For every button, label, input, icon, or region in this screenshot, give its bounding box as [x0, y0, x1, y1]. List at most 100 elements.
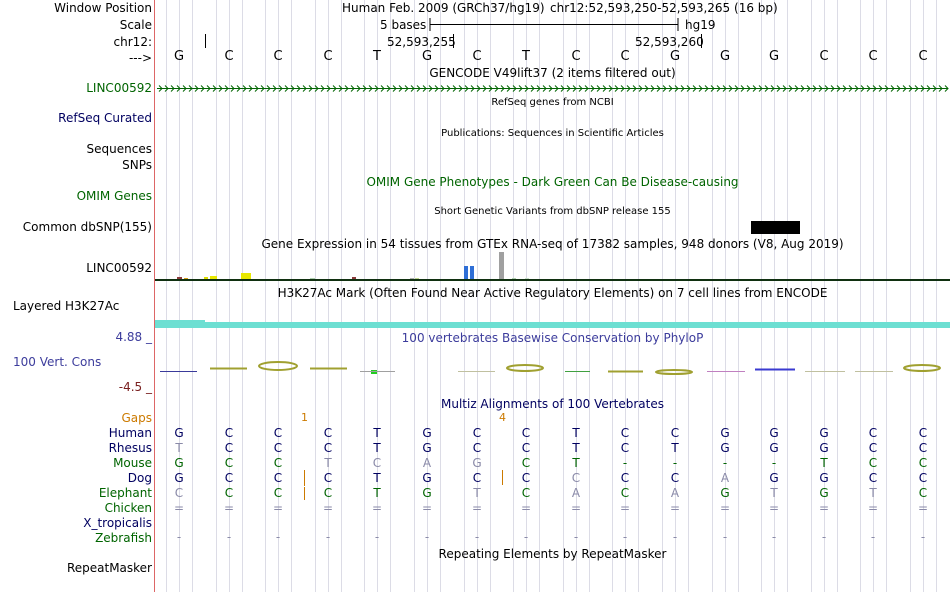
base-gridline	[824, 0, 825, 592]
base-gridline	[477, 0, 478, 592]
alignment-base-human: C	[918, 426, 928, 440]
strand-chevron	[488, 85, 493, 92]
alignment-base-mouse: C	[868, 456, 878, 470]
strand-chevron	[344, 85, 349, 92]
species-rhesus-label: Rhesus	[108, 441, 152, 455]
reference-base: G	[768, 49, 780, 64]
reference-base: C	[273, 49, 283, 64]
strand-chevron	[536, 85, 541, 92]
base-gridline	[377, 0, 378, 592]
strand-chevron	[782, 85, 787, 92]
base-gridline	[539, 0, 540, 592]
tracks-area[interactable]: Human Feb. 2009 (GRCh37/hg19) chr12:52,5…	[155, 0, 950, 592]
omim-track-label[interactable]: OMIM Genes	[76, 189, 152, 203]
alignment-base-mouse: T	[820, 456, 828, 470]
scale-label: Scale	[119, 18, 152, 32]
strand-chevron	[248, 85, 253, 92]
alignment-base-zebrafish: -	[821, 530, 827, 544]
alignment-base-rhesus: G	[769, 441, 779, 455]
reference-base: G	[669, 49, 681, 64]
gencode-gene-link[interactable]: LINC00592	[86, 81, 152, 95]
scale-db: hg19	[685, 18, 716, 32]
strand-chevron	[380, 85, 385, 92]
reference-base: G	[719, 49, 731, 64]
alignment-base-dog: T	[373, 471, 381, 485]
alignment-base-rhesus: C	[224, 441, 234, 455]
dbsnp-track-label[interactable]: Common dbSNP(155)	[22, 220, 152, 234]
alignment-base-zebrafish: -	[374, 530, 380, 544]
alignment-base-human: C	[620, 426, 630, 440]
species-human-label: Human	[108, 426, 152, 440]
strand-chevron	[398, 85, 403, 92]
strand-chevron	[572, 85, 577, 92]
base-gridline	[774, 0, 775, 592]
strand-chevron	[290, 85, 295, 92]
strand-chevron	[632, 85, 637, 92]
alignment-base-mouse: -	[722, 456, 728, 470]
species-chicken-label: Chicken	[104, 501, 152, 515]
cons-min-label: -4.5 _	[118, 380, 152, 394]
gencode-gene-feature[interactable]	[155, 0, 950, 100]
base-gridline	[216, 0, 217, 592]
strand-chevron	[788, 85, 793, 92]
strand-chevron	[752, 85, 757, 92]
alignment-base-dog: A	[720, 471, 730, 485]
alignment-base-chicken: =	[669, 501, 681, 515]
alignment-base-rhesus: C	[918, 441, 928, 455]
strand-chevron	[212, 85, 217, 92]
strand-chevron	[218, 85, 223, 92]
strand-chevron	[320, 85, 325, 92]
strand-chevron	[716, 85, 721, 92]
alignment-base-human: C	[273, 426, 283, 440]
strand-chevron	[650, 85, 655, 92]
alignment-base-mouse: G	[174, 456, 184, 470]
alignment-base-mouse: G	[472, 456, 482, 470]
strand-chevron	[896, 85, 901, 92]
alignment-base-rhesus: C	[323, 441, 333, 455]
alignment-base-rhesus: T	[175, 441, 183, 455]
strand-chevron	[164, 85, 169, 92]
h3k27ac-track-label[interactable]: Layered H3K27Ac	[13, 299, 120, 313]
strand-chevron	[638, 85, 643, 92]
alignment-base-rhesus: G	[422, 441, 432, 455]
strand-chevron	[338, 85, 343, 92]
alignment-base-human: T	[572, 426, 580, 440]
gtex-bars[interactable]	[155, 0, 950, 300]
alignment-base-human: G	[174, 426, 184, 440]
base-gridline	[936, 0, 937, 592]
refseq-track-label[interactable]: RefSeq Curated	[58, 111, 152, 125]
phylop-signal[interactable]	[155, 0, 950, 400]
gtex-gene-label[interactable]: LINC00592	[86, 261, 152, 275]
cons-track-label[interactable]: 100 Vert. Cons	[13, 355, 102, 369]
strand-chevron	[680, 85, 685, 92]
gap-insertion-marks	[304, 470, 503, 500]
strand-chevron	[284, 85, 289, 92]
strand-chevron	[260, 85, 265, 92]
dbsnp-variant-block[interactable]	[751, 221, 800, 234]
alignment-base-rhesus: G	[819, 441, 829, 455]
alignment-base-dog: C	[224, 471, 234, 485]
strand-chevron	[890, 85, 895, 92]
strand-chevron	[476, 85, 481, 92]
base-gridline	[278, 0, 279, 592]
reference-base: C	[571, 49, 581, 64]
gencode-track-title: GENCODE V49lift37 (2 items filtered out)	[429, 66, 676, 80]
alignment-base-zebrafish: -	[424, 530, 430, 544]
strand-chevron	[596, 85, 601, 92]
strand-chevron	[740, 85, 745, 92]
strand-chevron	[770, 85, 775, 92]
alignment-base-mouse: -	[771, 456, 777, 470]
strand-chevron	[710, 85, 715, 92]
base-gridline	[464, 0, 465, 592]
snps-track-label[interactable]: SNPs	[122, 158, 152, 172]
sequences-track-label[interactable]: Sequences	[86, 142, 152, 156]
gtex-track-title: Gene Expression in 54 tissues from GTEx …	[261, 237, 844, 251]
repeatmasker-track-label[interactable]: RepeatMasker	[66, 561, 152, 575]
h3k27ac-signal[interactable]	[155, 0, 950, 340]
alignment-base-rhesus: T	[373, 441, 381, 455]
strand-chevron	[410, 85, 415, 92]
strand-chevron	[422, 85, 427, 92]
reference-base: C	[323, 49, 333, 64]
strand-chevron	[884, 85, 889, 92]
strand-chevron	[434, 85, 439, 92]
